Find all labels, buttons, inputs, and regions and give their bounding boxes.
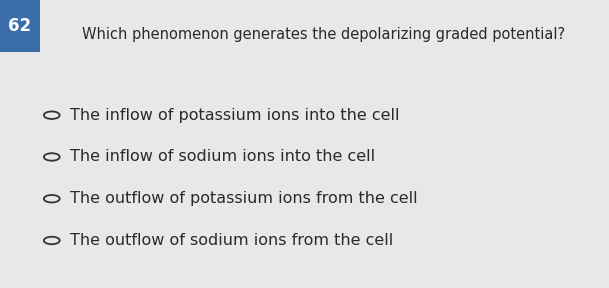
Text: The inflow of sodium ions into the cell: The inflow of sodium ions into the cell [70, 149, 375, 164]
Text: 62: 62 [9, 17, 31, 35]
Text: The outflow of potassium ions from the cell: The outflow of potassium ions from the c… [70, 191, 418, 206]
Text: The outflow of sodium ions from the cell: The outflow of sodium ions from the cell [70, 233, 393, 248]
FancyBboxPatch shape [0, 0, 40, 52]
Text: Which phenomenon generates the depolarizing graded potential?: Which phenomenon generates the depolariz… [82, 27, 565, 42]
Text: The inflow of potassium ions into the cell: The inflow of potassium ions into the ce… [70, 108, 400, 123]
